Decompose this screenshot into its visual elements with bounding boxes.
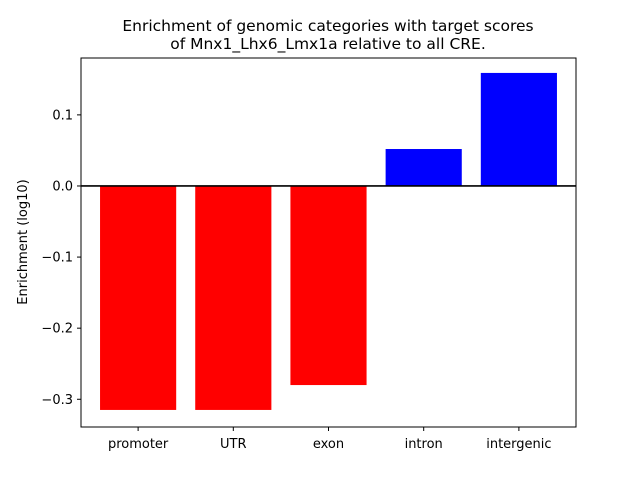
bar-intron [385, 149, 462, 186]
y-tick-label: −0.1 [41, 251, 73, 266]
chart-title-line-2: of Mnx1_Lhx6_Lmx1a relative to all CRE. [170, 35, 486, 54]
x-tick-label-exon: exon [313, 437, 344, 452]
y-axis-ticks: −0.3 −0.2 −0.1 0.0 0.1 [41, 108, 81, 408]
x-axis-ticks: promoter UTR exon intron intergenic [108, 427, 552, 452]
bar-exon [290, 185, 367, 386]
x-tick-label-UTR: UTR [220, 437, 247, 452]
y-tick-label: 0.0 [52, 179, 73, 194]
bar-UTR [195, 185, 272, 410]
chart-title-line-1: Enrichment of genomic categories with ta… [122, 17, 533, 35]
y-tick-label: −0.3 [41, 393, 73, 408]
bars-group [100, 72, 557, 410]
y-axis-label: Enrichment (log10) [16, 179, 31, 304]
bar-intergenic [480, 72, 557, 186]
x-tick-label-promoter: promoter [108, 437, 169, 452]
y-tick-label: 0.1 [52, 108, 73, 123]
bar-promoter [100, 185, 177, 410]
x-tick-label-intergenic: intergenic [486, 437, 551, 452]
y-tick-label: −0.2 [41, 322, 73, 337]
x-tick-label-intron: intron [405, 437, 443, 452]
